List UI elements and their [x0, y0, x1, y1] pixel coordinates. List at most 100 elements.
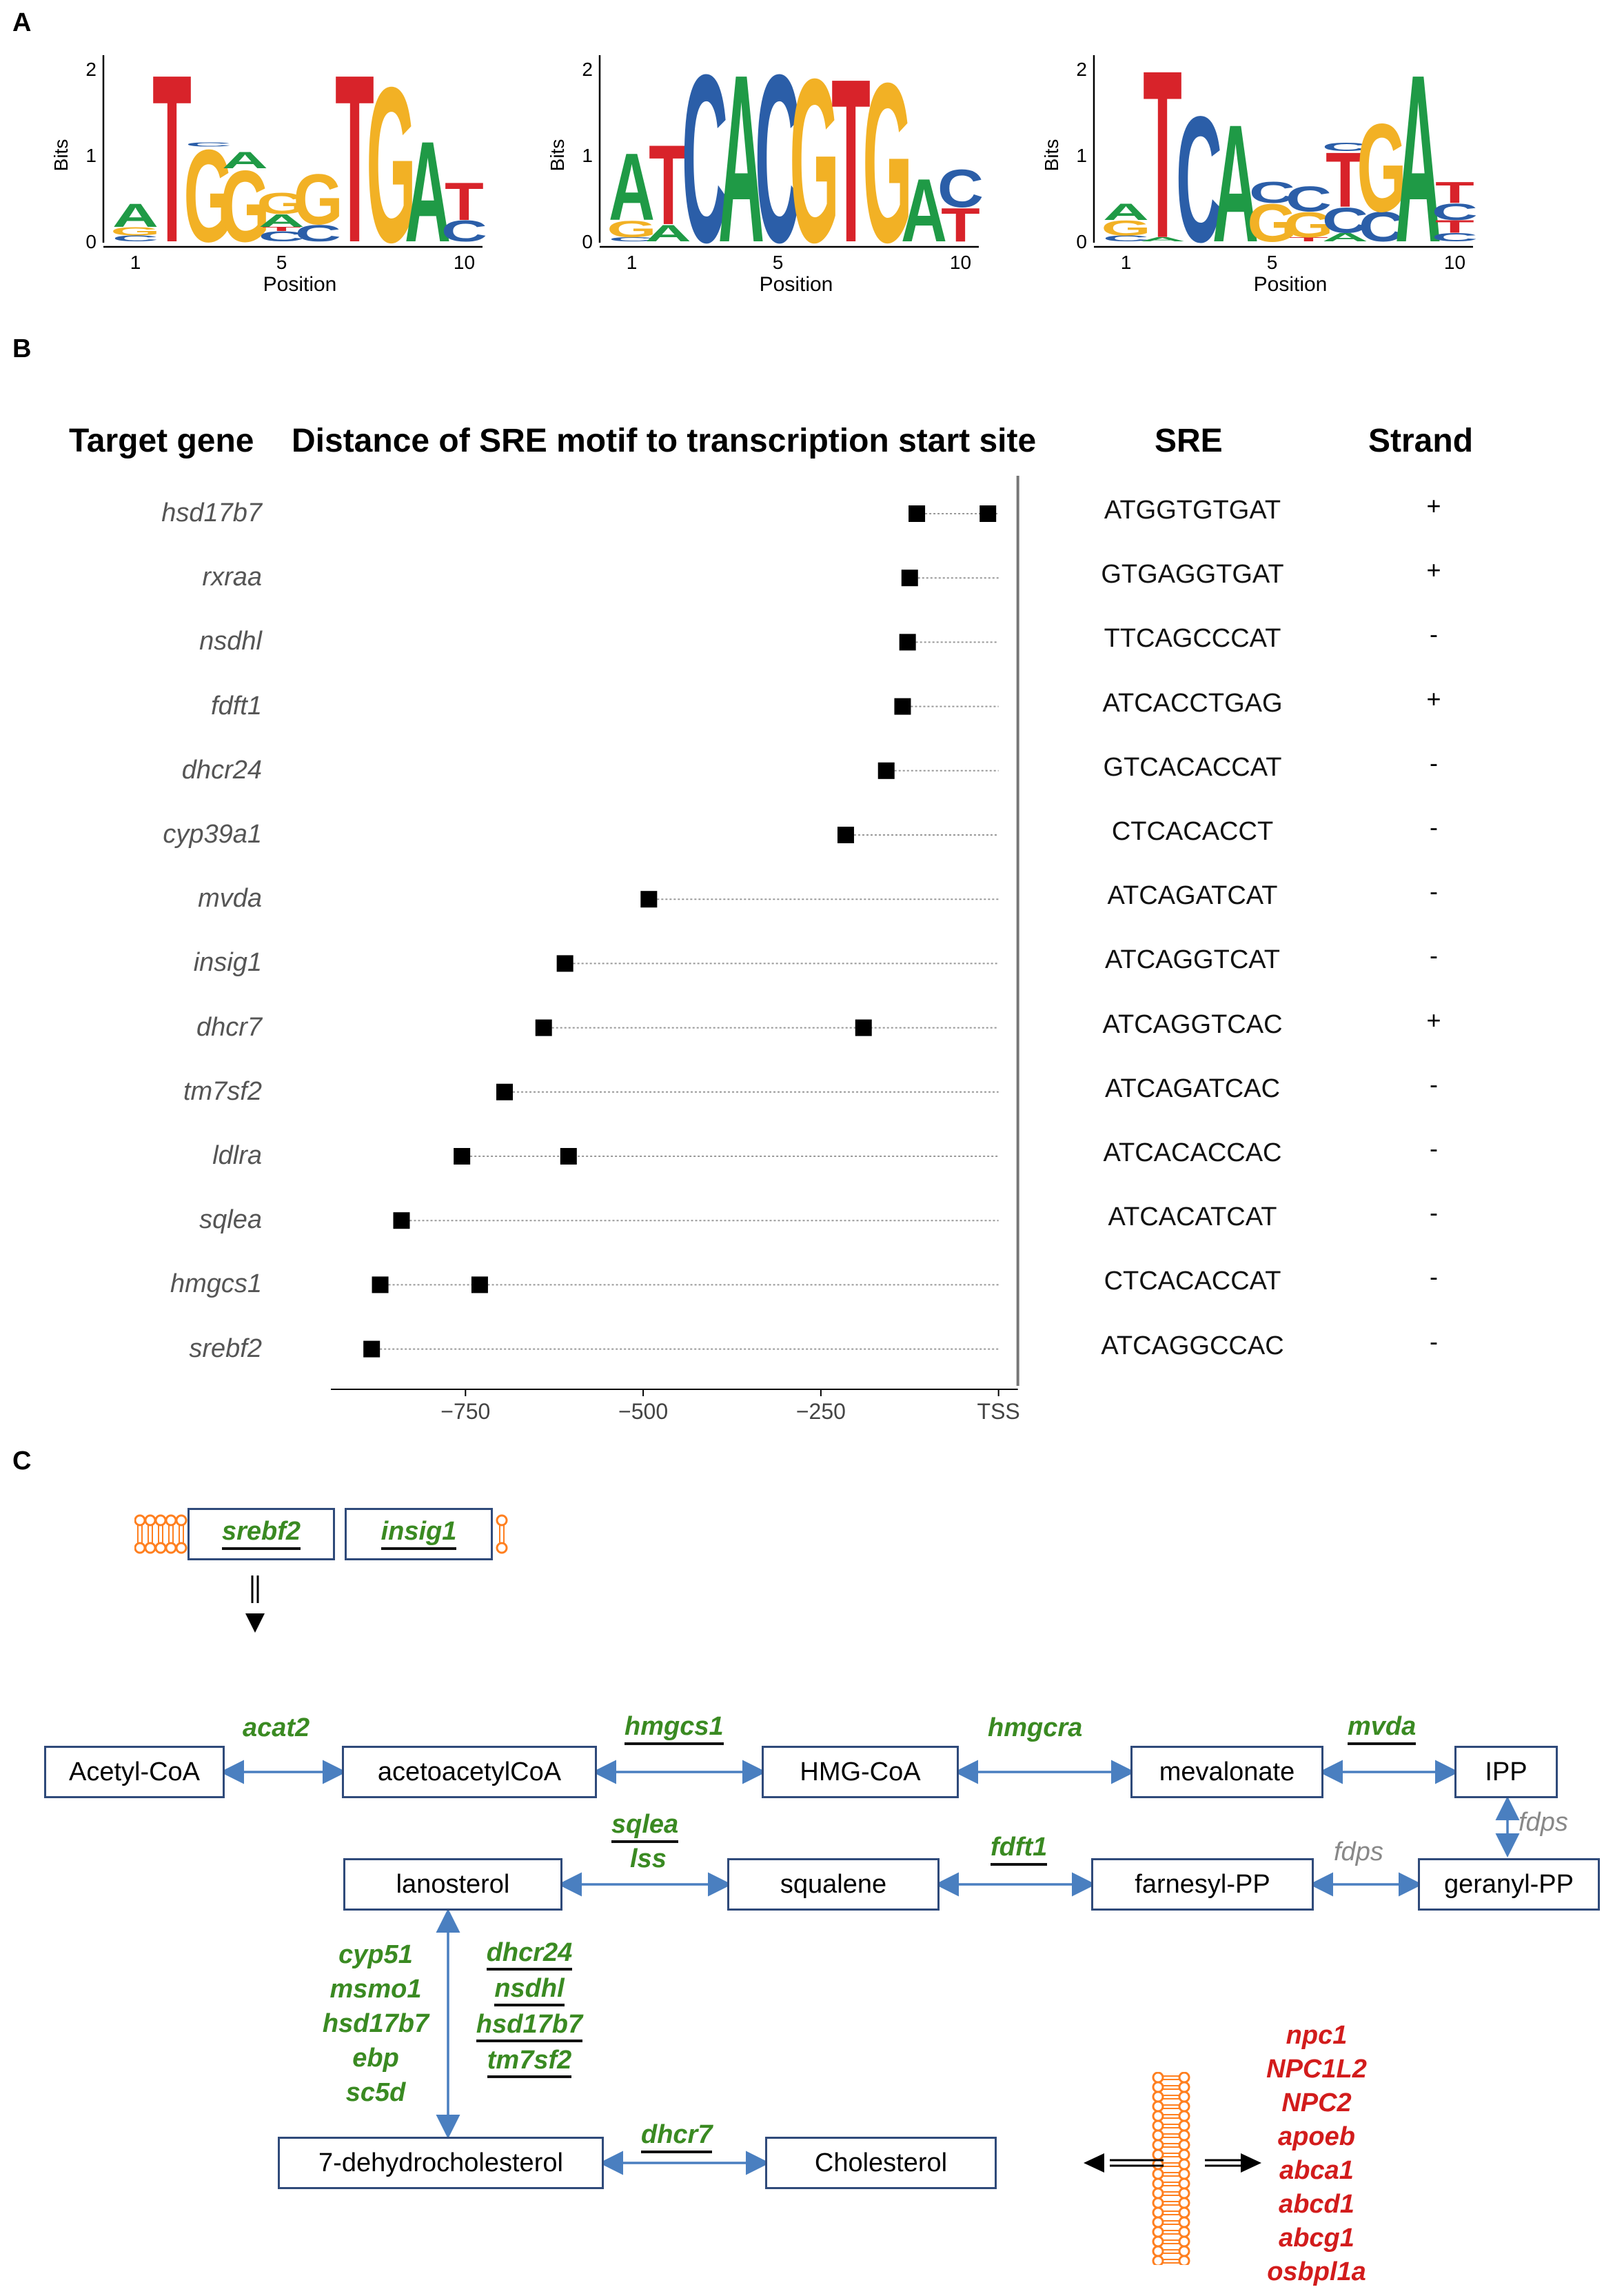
logo-y-tick: 2: [85, 59, 97, 80]
dehydrocholesterol-node: 7-dehydrocholesterol: [278, 2137, 604, 2189]
sre-motif-marker: [535, 1019, 552, 1036]
hmgcs1-label: hmgcs1: [625, 1713, 724, 1745]
strand-value: -: [1430, 1069, 1438, 1098]
logo-letter-a: A: [1139, 236, 1186, 243]
strand-value: -: [1430, 1327, 1438, 1356]
membrane-lipid-bilayer: [134, 1514, 508, 1554]
strand-value: -: [1430, 941, 1438, 970]
abca1-label: abca1: [1279, 2156, 1354, 2185]
logo-letter-a: A: [609, 134, 655, 241]
farnesyl-pp-node: farnesyl-PP: [1091, 1858, 1314, 1911]
lanosterol-node: lanosterol: [343, 1858, 562, 1911]
hsd17b7-label: hsd17b7: [322, 2009, 429, 2038]
logo-letter-g: G: [1101, 216, 1150, 240]
logo-letter-c: C: [441, 214, 487, 248]
logo-letter-c: C: [1176, 80, 1222, 280]
ipp-node: IPP: [1454, 1746, 1558, 1798]
x-tick-label: −500: [618, 1399, 668, 1424]
cholesterol-transport-genes: npc1 NPC1L2 NPC2 apoeb abca1 abcd1 abcg1…: [1234, 2019, 1399, 2289]
logo-letter-a: A: [1322, 231, 1368, 244]
sre-sequence: ATGGTGTGAT: [1104, 496, 1281, 525]
strand-value: +: [1426, 1005, 1441, 1034]
logo-letter-g: G: [220, 150, 270, 263]
logo-letter-g: G: [256, 187, 306, 221]
strand-value: -: [1430, 1198, 1438, 1227]
sre-sequence: ATCACACCAC: [1103, 1138, 1282, 1167]
cholesterol-node: Cholesterol: [765, 2137, 997, 2189]
logo-letter-g: G: [607, 216, 656, 243]
x-tick-label: −750: [440, 1399, 490, 1424]
lss-label: lss: [630, 1844, 667, 1873]
strand-value: -: [1430, 877, 1438, 906]
logo-letter-c: C: [1249, 176, 1295, 210]
plasma-membrane: [1084, 2072, 1261, 2265]
logo-letter-a: A: [258, 210, 305, 230]
logo-y-tick: 0: [85, 231, 97, 252]
strand-value: -: [1430, 620, 1438, 649]
sre-motif-marker: [496, 1083, 514, 1100]
logo-x-label: Position: [1254, 273, 1328, 296]
sre-sequence: ATCACCTGAG: [1102, 688, 1283, 718]
sre-motif-marker: [640, 891, 658, 908]
dhcr7-label: dhcr7: [641, 2121, 713, 2153]
panel-a-letter: A: [12, 8, 32, 37]
logo-letter-g: G: [1357, 97, 1406, 238]
sre-motif-marker: [363, 1340, 380, 1358]
logo-letter-c: C: [682, 55, 728, 292]
fdft1-label: fdft1: [991, 1833, 1048, 1866]
panel-b-letter: B: [12, 334, 32, 363]
strand-value: -: [1430, 813, 1438, 841]
sre-motif-marker: [393, 1212, 410, 1229]
strand-value: +: [1426, 556, 1441, 585]
sequence-logo-3: 0 1 2 Bits 1 5 10 Position C G A A T C A G C T G C A C T C C G A C T…: [1032, 55, 1514, 303]
logo-y-tick: 2: [582, 59, 593, 80]
hmgcra-label: hmgcra: [988, 1713, 1083, 1742]
logo-letter-t: T: [445, 172, 484, 232]
sre-sequence: CTCACACCAT: [1104, 1267, 1281, 1296]
logo-letter-c: C: [185, 141, 232, 148]
strand-value: -: [1430, 1262, 1438, 1291]
sqlea-label: sqlea: [611, 1811, 679, 1843]
acetoacetyl-coa-node: acetoacetylCoA: [342, 1746, 597, 1798]
srebp-release-arrow: [245, 1575, 265, 1633]
distance-header: Distance of SRE motif to transcription s…: [292, 423, 1037, 459]
abcg1-label: abcg1: [1279, 2224, 1354, 2253]
logo-letter-t: T: [941, 199, 980, 252]
logo-x-label: Position: [760, 273, 833, 296]
logo-letter-t: T: [831, 55, 871, 291]
logo-letter-t: T: [262, 225, 301, 232]
logo-x-tick: 5: [1267, 252, 1278, 273]
mevalonate-node: mevalonate: [1130, 1746, 1323, 1798]
lanosterol-to-7dhc-enzymes: cyp51 msmo1 hsd17b7 ebp sc5d: [303, 1937, 448, 2110]
acat2-label: acat2: [243, 1713, 310, 1742]
logo-letter-g: G: [366, 55, 416, 289]
srebf2-label: srebf2: [221, 1518, 301, 1550]
sre-sequence: ATCAGGCCAC: [1101, 1331, 1284, 1360]
logo-letter-g: G: [1247, 193, 1297, 253]
logo-y-tick: 1: [85, 145, 97, 166]
logo-x-tick: 10: [950, 252, 971, 273]
sre-sequence: ATCAGATCAC: [1104, 1074, 1281, 1103]
sre-motif-marker: [908, 505, 926, 522]
logo-letter-c: C: [1432, 231, 1478, 244]
target-gene-label: hsd17b7: [161, 499, 262, 527]
sre-sequence: GTGAGGTGAT: [1101, 560, 1284, 590]
logo-y-tick: 1: [582, 145, 593, 166]
logo-letter-a: A: [1395, 55, 1441, 292]
target-gene-label: rxraa: [202, 563, 262, 592]
cyp51-label: cyp51: [338, 1940, 413, 1969]
sre-motif-marker: [372, 1276, 389, 1293]
fdps-label-vertical: fdps: [1519, 1808, 1568, 1837]
sre-motif-marker: [560, 1148, 577, 1165]
apoeb-label: apoeb: [1278, 2122, 1355, 2151]
target-gene-label: dhcr7: [196, 1012, 262, 1042]
logo-letter-g: G: [293, 159, 343, 239]
srebf2-membrane-box: srebf2: [187, 1508, 335, 1560]
target-gene-label: mvda: [198, 884, 262, 914]
target-gene-label: dhcr24: [181, 755, 262, 785]
osbpl1a-label: osbpl1a: [1267, 2257, 1366, 2286]
target-gene-label: hmgcs1: [170, 1269, 262, 1299]
